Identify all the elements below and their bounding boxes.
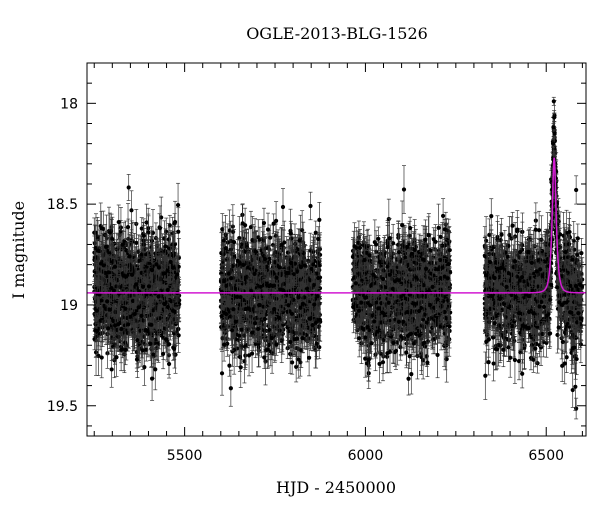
point-marker: [100, 355, 104, 359]
point-marker: [126, 225, 130, 229]
point-marker: [176, 203, 180, 207]
point-marker: [168, 223, 172, 227]
point-marker: [134, 241, 138, 245]
point-marker: [176, 230, 180, 234]
data-points: [92, 97, 584, 419]
point-marker: [135, 357, 139, 361]
point-marker: [174, 322, 178, 326]
point-marker: [112, 289, 116, 293]
point-marker: [167, 237, 171, 241]
point-marker: [150, 377, 154, 381]
plot-area: [87, 97, 586, 419]
point-marker: [135, 338, 139, 342]
point-marker: [128, 294, 132, 298]
point-marker: [158, 226, 162, 230]
point-marker: [167, 362, 171, 366]
chart-title: OGLE-2013-BLG-1526: [246, 24, 428, 43]
point-marker: [99, 226, 103, 230]
point-marker: [163, 249, 167, 253]
point-marker: [117, 220, 121, 224]
point-marker: [149, 323, 153, 327]
point-marker: [127, 185, 131, 189]
point-marker: [153, 367, 157, 371]
point-marker: [175, 272, 179, 276]
point-marker: [172, 347, 176, 351]
point-marker: [164, 230, 168, 234]
point-marker: [107, 288, 111, 292]
point-marker: [114, 284, 118, 288]
point-marker: [148, 313, 152, 317]
point-marker: [166, 305, 170, 309]
point-marker: [137, 342, 141, 346]
point-marker: [138, 329, 142, 333]
point-marker: [108, 231, 112, 235]
point-marker: [114, 355, 118, 359]
point-marker: [168, 246, 172, 250]
point-marker: [120, 243, 124, 247]
point-marker: [146, 230, 150, 234]
point-marker: [110, 367, 114, 371]
point-marker: [173, 220, 177, 224]
point-marker: [111, 344, 115, 348]
data-point: [127, 174, 131, 200]
point-marker: [129, 208, 133, 212]
point-marker: [141, 318, 145, 322]
point-marker: [148, 342, 152, 346]
